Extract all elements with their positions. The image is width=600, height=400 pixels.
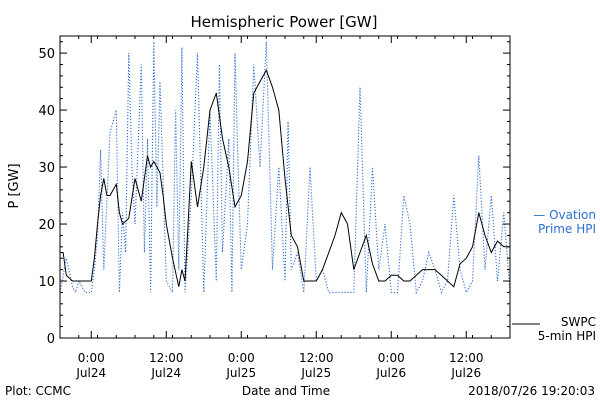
x-tick-time-label: 12:00	[149, 351, 184, 365]
y-tick-label: 30	[38, 161, 55, 176]
legend-swpc-line2: 5-min HPI	[538, 329, 596, 343]
x-tick-date-label: Jul26	[450, 366, 481, 380]
x-tick-time-label: 0:00	[228, 351, 255, 365]
x-tick-date-label: Jul26	[375, 366, 406, 380]
x-tick-date-label: Jul25	[300, 366, 331, 380]
x-tick-time-label: 12:00	[299, 351, 334, 365]
x-axis-label: Date and Time	[242, 384, 330, 398]
axes: 010203040500:00Jul2412:00Jul240:00Jul251…	[38, 35, 511, 380]
legend-ovation-line1: — Ovation	[533, 208, 596, 222]
y-tick-label: 0	[47, 332, 55, 347]
x-tick-date-label: Jul25	[225, 366, 256, 380]
legend-swpc-line1: SWPC	[561, 315, 596, 329]
legend: — Ovation Prime HPI SWPC 5-min HPI	[512, 208, 596, 343]
y-axis-label: P [GW]	[7, 163, 22, 208]
series-swpc-5min-hpi	[60, 68, 510, 288]
series-layer	[59, 41, 511, 295]
x-tick-date-label: Jul24	[75, 366, 106, 380]
legend-ovation-line2: Prime HPI	[538, 222, 596, 236]
x-tick-time-label: 0:00	[378, 351, 405, 365]
plot-credit: Plot: CCMC	[5, 384, 71, 398]
plot-timestamp: 2018/07/26 19:20:03	[468, 384, 595, 398]
x-tick-date-label: Jul24	[150, 366, 181, 380]
y-tick-label: 50	[38, 47, 55, 62]
y-tick-label: 20	[38, 218, 55, 233]
x-tick-time-label: 0:00	[78, 351, 105, 365]
y-tick-label: 10	[38, 275, 55, 290]
chart-title: Hemispheric Power [GW]	[191, 13, 378, 31]
y-tick-label: 40	[38, 104, 55, 119]
x-tick-time-label: 12:00	[449, 351, 484, 365]
